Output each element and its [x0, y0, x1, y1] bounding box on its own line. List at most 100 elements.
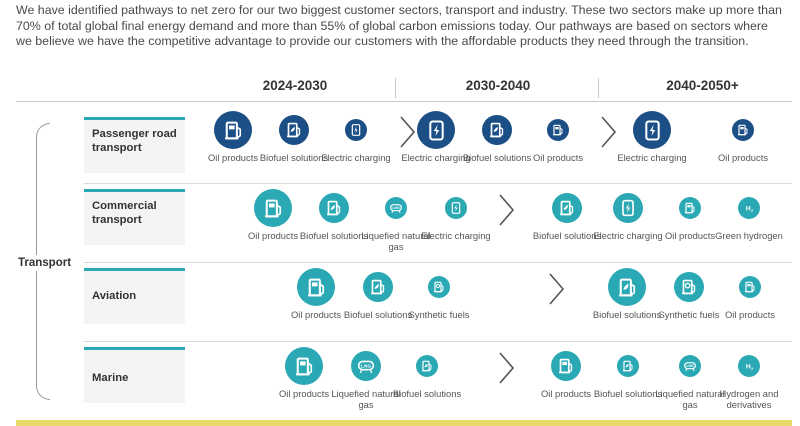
svg-text:LNG: LNG [392, 206, 400, 210]
pathway-item: Oil products [523, 119, 593, 163]
synthetic-fuel-icon [674, 272, 704, 302]
chevron-right-icon [400, 116, 416, 148]
pathway-item-label: Green hydrogen [715, 230, 783, 241]
pathway-item-label: Biofuel solutions [532, 230, 602, 241]
ev-charger-icon [417, 111, 455, 149]
oil-pump-icon [254, 189, 292, 227]
pathway-item: Oil products [708, 119, 778, 163]
chevron-right-icon [549, 273, 565, 305]
biofuel-pump-icon [608, 268, 646, 306]
period-divider [395, 78, 396, 98]
pathway-item: Electric charging [401, 111, 471, 163]
lng-tank-icon: LNG [351, 351, 381, 381]
lng-tank-icon: LNG [679, 355, 701, 377]
ev-charger-icon [445, 197, 467, 219]
row-divider [84, 341, 792, 342]
pathway-item: Oil products [269, 347, 339, 399]
period-header-2: 2030-2040 [465, 78, 531, 93]
pathway-item: LNG Liquefied natural gas [655, 355, 725, 410]
ev-charger-icon [633, 111, 671, 149]
svg-text:2: 2 [751, 367, 753, 371]
chevron-right-icon [499, 352, 515, 384]
pathway-item-label: Electric charging [421, 230, 491, 241]
oil-pump-icon [214, 111, 252, 149]
pathway-item-label: Synthetic fuels [658, 309, 720, 320]
svg-text:LNG: LNG [686, 364, 694, 368]
pathway-item: Biofuel solutions [259, 115, 329, 163]
pathway-item: H 2 Green hydrogen [714, 197, 784, 241]
accent-bar [16, 420, 792, 426]
pathway-item-label: Oil products [664, 230, 716, 241]
sector-label-line2: transport [92, 213, 142, 226]
pathway-item: Oil products [281, 268, 351, 320]
period-header-1: 2024-2030 [262, 78, 328, 93]
sector-commercial: Commercial transport [84, 189, 185, 245]
oil-pump-icon [551, 351, 581, 381]
pathway-item-label: Electric charging [617, 152, 687, 163]
chevron-right-icon [499, 194, 515, 226]
pathway-item: Electric charging [421, 197, 491, 241]
pathway-item-label: Biofuel solutions [593, 388, 663, 399]
pathway-item-label: Oil products [717, 152, 769, 163]
pathway-item: Synthetic fuels [404, 276, 474, 320]
pathway-item-label: Biofuel solutions [462, 152, 532, 163]
sector-marine: Marine [84, 347, 185, 403]
pathway-item: Biofuel solutions [462, 115, 532, 163]
pathway-item: Electric charging [593, 193, 663, 241]
pathway-item-label: Oil products [290, 309, 342, 320]
pathway-item: Biofuel solutions [343, 272, 413, 320]
pathway-item-label: Biofuel solutions [299, 230, 369, 241]
oil-pump-icon [732, 119, 754, 141]
pathway-item-label: Electric charging [593, 230, 663, 241]
pathway-item: Oil products [715, 276, 785, 320]
oil-pump-icon [739, 276, 761, 298]
pathway-item: Biofuel solutions [592, 268, 662, 320]
pathway-item: H 2 Hydrogen and derivatives [714, 355, 784, 410]
pathway-item-label: Liquefied natural gas [361, 230, 431, 252]
svg-text:H: H [746, 205, 751, 212]
sector-label-line1: Aviation [92, 290, 137, 302]
sector-label-line1: Commercial [92, 200, 157, 212]
lng-tank-icon: LNG [385, 197, 407, 219]
period-divider [598, 78, 599, 98]
pathway-item: LNG Liquefied natural gas [331, 351, 401, 410]
biofuel-pump-icon [319, 193, 349, 223]
pathway-item: Electric charging [321, 119, 391, 163]
pathway-item: Biofuel solutions [593, 355, 663, 399]
biofuel-pump-icon [552, 193, 582, 223]
pathway-item: Biofuel solutions [392, 355, 462, 399]
pathway-item: LNG Liquefied natural gas [361, 197, 431, 252]
pathway-item: Biofuel solutions [532, 193, 602, 241]
pathway-item: Biofuel solutions [299, 193, 369, 241]
chevron-right-icon [601, 116, 617, 148]
pathway-item-label: Oil products [278, 388, 330, 399]
sector-label-line1: Marine [92, 372, 129, 384]
pathway-item-label: Liquefied natural gas [655, 388, 725, 410]
pathway-item-label: Electric charging [401, 152, 471, 163]
biofuel-pump-icon [416, 355, 438, 377]
pathway-item-label: Biofuel solutions [392, 388, 462, 399]
group-label-transport: Transport [18, 255, 72, 271]
svg-text:H: H [746, 363, 751, 370]
sector-label-line2: transport [92, 141, 142, 154]
svg-text:2: 2 [751, 209, 753, 213]
pathway-item-label: Biofuel solutions [343, 309, 413, 320]
oil-pump-icon [297, 268, 335, 306]
pathway-item: Oil products [238, 189, 308, 241]
pathway-item: Oil products [655, 197, 725, 241]
pathway-item-label: Synthetic fuels [408, 309, 470, 320]
pathway-item: Oil products [531, 351, 601, 399]
sector-label-line1: Passenger road [92, 128, 177, 140]
ev-charger-icon [613, 193, 643, 223]
pathway-item: Electric charging [617, 111, 687, 163]
pathway-item-label: Biofuel solutions [592, 309, 662, 320]
pathway-item-label: Oil products [247, 230, 299, 241]
ev-charger-icon [345, 119, 367, 141]
synthetic-fuel-icon [428, 276, 450, 298]
sector-aviation: Aviation [84, 268, 185, 324]
biofuel-pump-icon [279, 115, 309, 145]
pathway-item-label: Liquefied natural gas [331, 388, 401, 410]
oil-pump-icon [679, 197, 701, 219]
